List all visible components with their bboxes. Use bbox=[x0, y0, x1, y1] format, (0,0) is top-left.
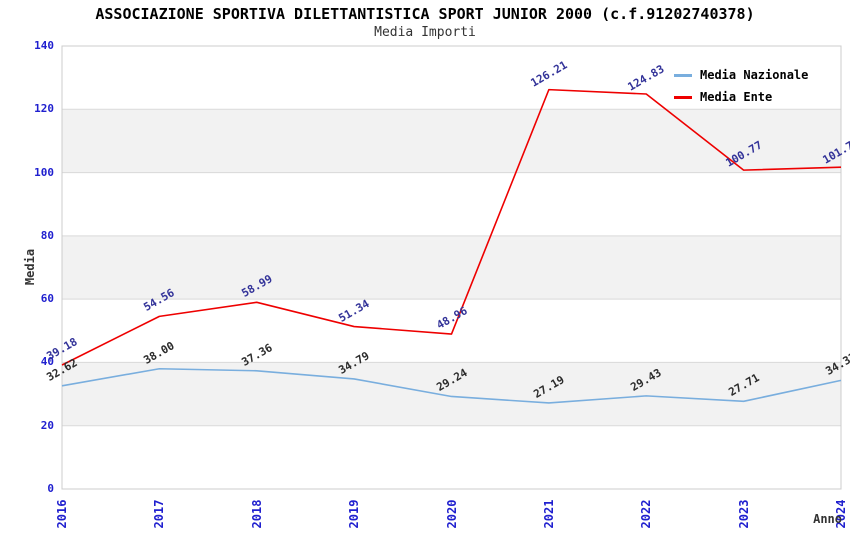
legend-item-media-nazionale: Media Nazionale bbox=[674, 64, 808, 86]
series-line-media-ente bbox=[61, 88, 842, 366]
plot-band bbox=[62, 109, 841, 173]
legend-label-media-ente: Media Ente bbox=[700, 90, 773, 104]
legend-line-sample-nazionale bbox=[674, 73, 692, 77]
legend-line-sample-ente bbox=[674, 95, 692, 99]
series-line-media-nazionale bbox=[61, 367, 842, 404]
x-axis-title: Anno bbox=[813, 512, 842, 526]
chart-title: ASSOCIAZIONE SPORTIVA DILETTANTISTICA SP… bbox=[95, 5, 755, 23]
legend-item-media-ente: Media Ente bbox=[674, 86, 808, 108]
plot-band bbox=[62, 362, 841, 426]
chart-subtitle: Media Importi bbox=[374, 25, 476, 40]
plot-band bbox=[62, 235, 841, 300]
plot-border bbox=[61, 45, 842, 490]
legend-label-media-nazionale: Media Nazionale bbox=[700, 68, 809, 82]
y-axis-title: Media bbox=[23, 248, 37, 286]
legend: Media Nazionale Media Ente bbox=[674, 64, 808, 108]
